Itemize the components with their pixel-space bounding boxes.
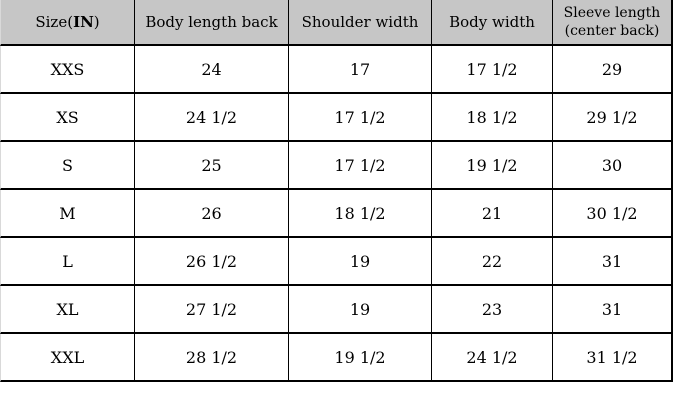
body-width-cell: 24 1/2 — [431, 334, 552, 382]
body-length-back-cell: 26 1/2 — [134, 238, 288, 286]
header-row: Size(IN) Body length back Shoulder width… — [0, 0, 673, 46]
table-row: XXS 24 17 17 1/2 29 — [0, 46, 673, 94]
column-header-body-width: Body width — [431, 0, 552, 46]
shoulder-width-cell: 18 1/2 — [288, 190, 431, 238]
shoulder-width-cell: 19 — [288, 238, 431, 286]
shoulder-width-cell: 17 1/2 — [288, 94, 431, 142]
body-length-back-cell: 27 1/2 — [134, 286, 288, 334]
size-chart-body: XXS 24 17 17 1/2 29 XS 24 1/2 17 1/2 18 1/2 29 1/… — [0, 46, 673, 382]
body-length-back-cell: 25 — [134, 142, 288, 190]
shoulder-width-cell: 17 — [288, 46, 431, 94]
sleeve-length-cell: 31 1/2 — [552, 334, 673, 382]
table-row: L 26 1/2 19 22 31 — [0, 238, 673, 286]
body-width-cell: 23 — [431, 286, 552, 334]
sleeve-length-cell: 30 1/2 — [552, 190, 673, 238]
sleeve-length-cell: 29 1/2 — [552, 94, 673, 142]
size-cell: M — [0, 190, 134, 238]
column-header-sleeve-length: Sleeve length (center back) — [552, 0, 673, 46]
size-label-prefix: Size( — [35, 13, 74, 31]
size-cell: S — [0, 142, 134, 190]
body-width-cell: 21 — [431, 190, 552, 238]
size-chart-table: Size(IN) Body length back Shoulder width… — [0, 0, 673, 382]
table-row: XS 24 1/2 17 1/2 18 1/2 29 1/2 — [0, 94, 673, 142]
table-row: M 26 18 1/2 21 30 1/2 — [0, 190, 673, 238]
column-header-size: Size(IN) — [0, 0, 134, 46]
body-length-back-cell: 24 — [134, 46, 288, 94]
size-cell: L — [0, 238, 134, 286]
shoulder-width-cell: 19 — [288, 286, 431, 334]
body-width-cell: 18 1/2 — [431, 94, 552, 142]
size-cell: XL — [0, 286, 134, 334]
size-cell: XXS — [0, 46, 134, 94]
sleeve-length-label-line1: Sleeve length — [563, 4, 661, 21]
shoulder-width-cell: 17 1/2 — [288, 142, 431, 190]
body-length-back-cell: 24 1/2 — [134, 94, 288, 142]
body-width-cell: 22 — [431, 238, 552, 286]
sleeve-length-cell: 31 — [552, 238, 673, 286]
body-width-cell: 17 1/2 — [431, 46, 552, 94]
sleeve-length-cell: 30 — [552, 142, 673, 190]
size-cell: XXL — [0, 334, 134, 382]
table-row: XXL 28 1/2 19 1/2 24 1/2 31 1/2 — [0, 334, 673, 382]
table-row: XL 27 1/2 19 23 31 — [0, 286, 673, 334]
body-length-back-cell: 26 — [134, 190, 288, 238]
size-cell: XS — [0, 94, 134, 142]
body-length-back-cell: 28 1/2 — [134, 334, 288, 382]
column-header-body-length-back: Body length back — [134, 0, 288, 46]
table-row: S 25 17 1/2 19 1/2 30 — [0, 142, 673, 190]
size-label-suffix: ) — [93, 13, 100, 31]
column-header-shoulder-width: Shoulder width — [288, 0, 431, 46]
sleeve-length-label-line2: (center back) — [564, 23, 660, 39]
shoulder-width-cell: 19 1/2 — [288, 334, 431, 382]
sleeve-length-cell: 29 — [552, 46, 673, 94]
size-unit-label: IN — [73, 13, 94, 31]
sleeve-length-cell: 31 — [552, 286, 673, 334]
body-width-cell: 19 1/2 — [431, 142, 552, 190]
